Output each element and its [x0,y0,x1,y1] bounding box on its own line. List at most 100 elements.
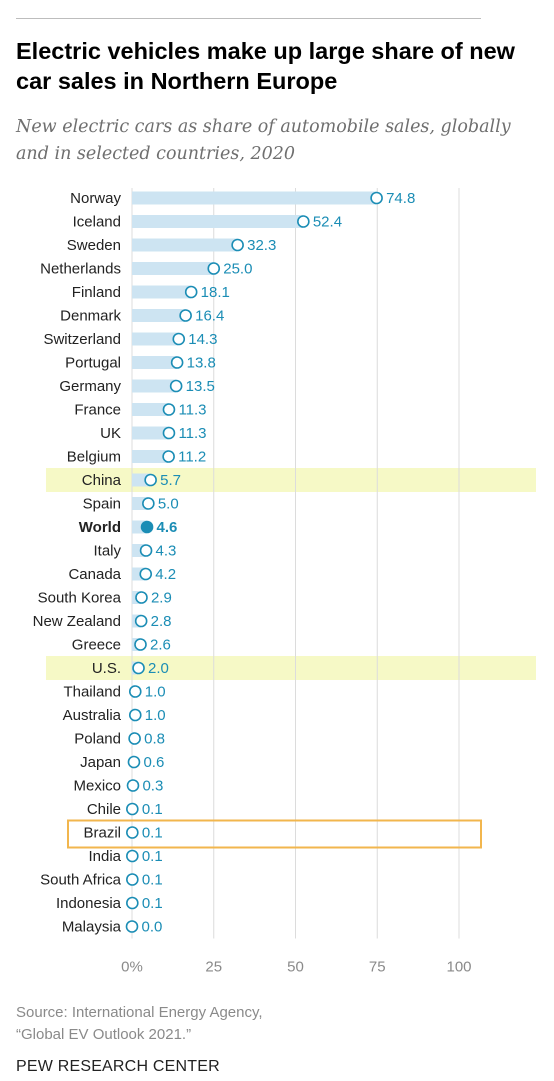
dot-south-africa [126,873,139,886]
category-label-norway: Norway [70,190,121,207]
highlight-band-u-s- [46,656,536,680]
value-label-u-s: 2.0 [148,660,169,677]
category-label-sweden: Sweden [67,237,121,254]
value-label-new-zealand: 2.8 [151,613,172,630]
dot-greece [134,638,147,651]
category-label-world: World [79,519,121,536]
dot-indonesia [126,896,139,910]
highlight-band-china [46,468,536,492]
source-note: Source: International Energy Agency, “Gl… [16,1002,263,1046]
dot-iceland [297,215,310,228]
bar-netherlands [132,262,214,275]
bar-france [132,403,169,416]
category-label-france: France [74,402,121,419]
category-label-finland: Finland [72,284,121,301]
dot-bar-chart: Norway 74.8 Iceland 52.4 Sweden 32.3 Netherlan… [33,188,536,976]
bar-iceland [132,215,304,228]
dot-germany [169,379,183,393]
value-label-greece: 2.6 [150,637,171,654]
dot-denmark [179,309,192,322]
bar-belgium [132,450,169,463]
value-label-denmark: 16.4 [195,308,224,325]
category-label-india: India [88,848,121,865]
dot-france [162,403,176,416]
dot-portugal [170,356,184,369]
category-label-uk: UK [100,425,121,442]
value-label-uk: 11.3 [178,425,206,442]
dot-world [140,520,154,534]
category-label-switzerland: Switzerland [43,331,121,348]
category-label-poland: Poland [74,731,121,748]
bar-portugal [132,356,178,369]
category-label-malaysia: Malaysia [62,919,122,936]
dot-netherlands [207,262,221,275]
value-label-india: 0.1 [142,848,163,865]
category-label-netherlands: Netherlands [40,261,121,278]
dot-china [144,473,157,487]
category-label-south-africa: South Africa [40,872,122,889]
dot-chile [126,802,139,816]
category-label-brazil: Brazil [83,825,121,842]
value-label-norway: 74.8 [386,190,415,207]
top-rule [16,18,481,19]
dot-australia [128,708,142,722]
dot-thailand [128,685,142,698]
chart-title: Electric vehicles make up large share of… [16,38,515,94]
dot-belgium [162,450,175,463]
category-label-chile: Chile [87,801,121,818]
category-label-denmark: Denmark [60,308,121,325]
dot-brazil [126,826,139,839]
value-label-thailand: 1.0 [145,684,166,701]
category-label-south-korea: South Korea [38,590,122,607]
bar-finland [132,285,192,299]
chart-subtitle: New electric cars as share of automobile… [16,117,511,164]
bar-norway [132,191,377,205]
dot-malaysia [125,920,139,933]
category-label-thailand: Thailand [63,684,121,701]
value-label-mexico: 0.3 [142,778,163,795]
value-label-south-korea: 2.9 [151,590,172,607]
highlight-box-brazil [67,819,482,849]
category-label-mexico: Mexico [73,778,121,795]
dot-india [126,849,139,863]
dot-norway [370,191,383,205]
dot-poland [128,732,141,745]
value-label-japan: 0.6 [143,754,164,771]
value-label-germany: 13.5 [186,378,215,395]
bar-sweden [132,238,238,252]
value-label-world: 4.6 [157,519,178,536]
x-tick-label-75: 75 [369,959,386,976]
value-label-poland: 0.8 [144,731,165,748]
bar-switzerland [132,332,179,346]
dot-new-zealand [134,614,148,628]
category-label-belgium: Belgium [67,449,121,466]
x-tick-label-100: 100 [446,959,471,976]
value-label-iceland: 52.4 [313,214,342,231]
value-label-australia: 1.0 [145,707,166,724]
dot-uk [162,426,176,440]
category-label-greece: Greece [72,637,121,654]
x-tick-label-0: 0% [121,959,143,976]
category-label-spain: Spain [83,496,121,513]
category-label-australia: Australia [63,707,122,724]
value-label-portugal: 13.8 [187,355,216,372]
value-label-indonesia: 0.1 [142,895,163,912]
value-label-finland: 18.1 [201,284,230,301]
brand-label: PEW RESEARCH CENTER [16,1058,220,1075]
dot-switzerland [172,332,186,346]
value-label-south-africa: 0.1 [142,872,163,889]
dot-u-s [132,661,145,675]
bar-uk [132,426,169,440]
bar-germany [132,379,177,393]
value-label-china: 5.7 [160,472,181,489]
value-label-brazil: 0.1 [142,825,163,842]
category-label-u-s: U.S. [92,660,121,677]
bar-denmark [132,309,186,322]
value-label-france: 11.3 [178,402,206,419]
dot-south-korea [135,591,148,604]
value-label-netherlands: 25.0 [223,261,252,278]
value-label-malaysia: 0.0 [142,919,163,936]
x-tick-label-25: 25 [205,959,222,976]
dot-canada [139,567,153,581]
source-line-1: Source: International Energy Agency, [16,1004,263,1021]
